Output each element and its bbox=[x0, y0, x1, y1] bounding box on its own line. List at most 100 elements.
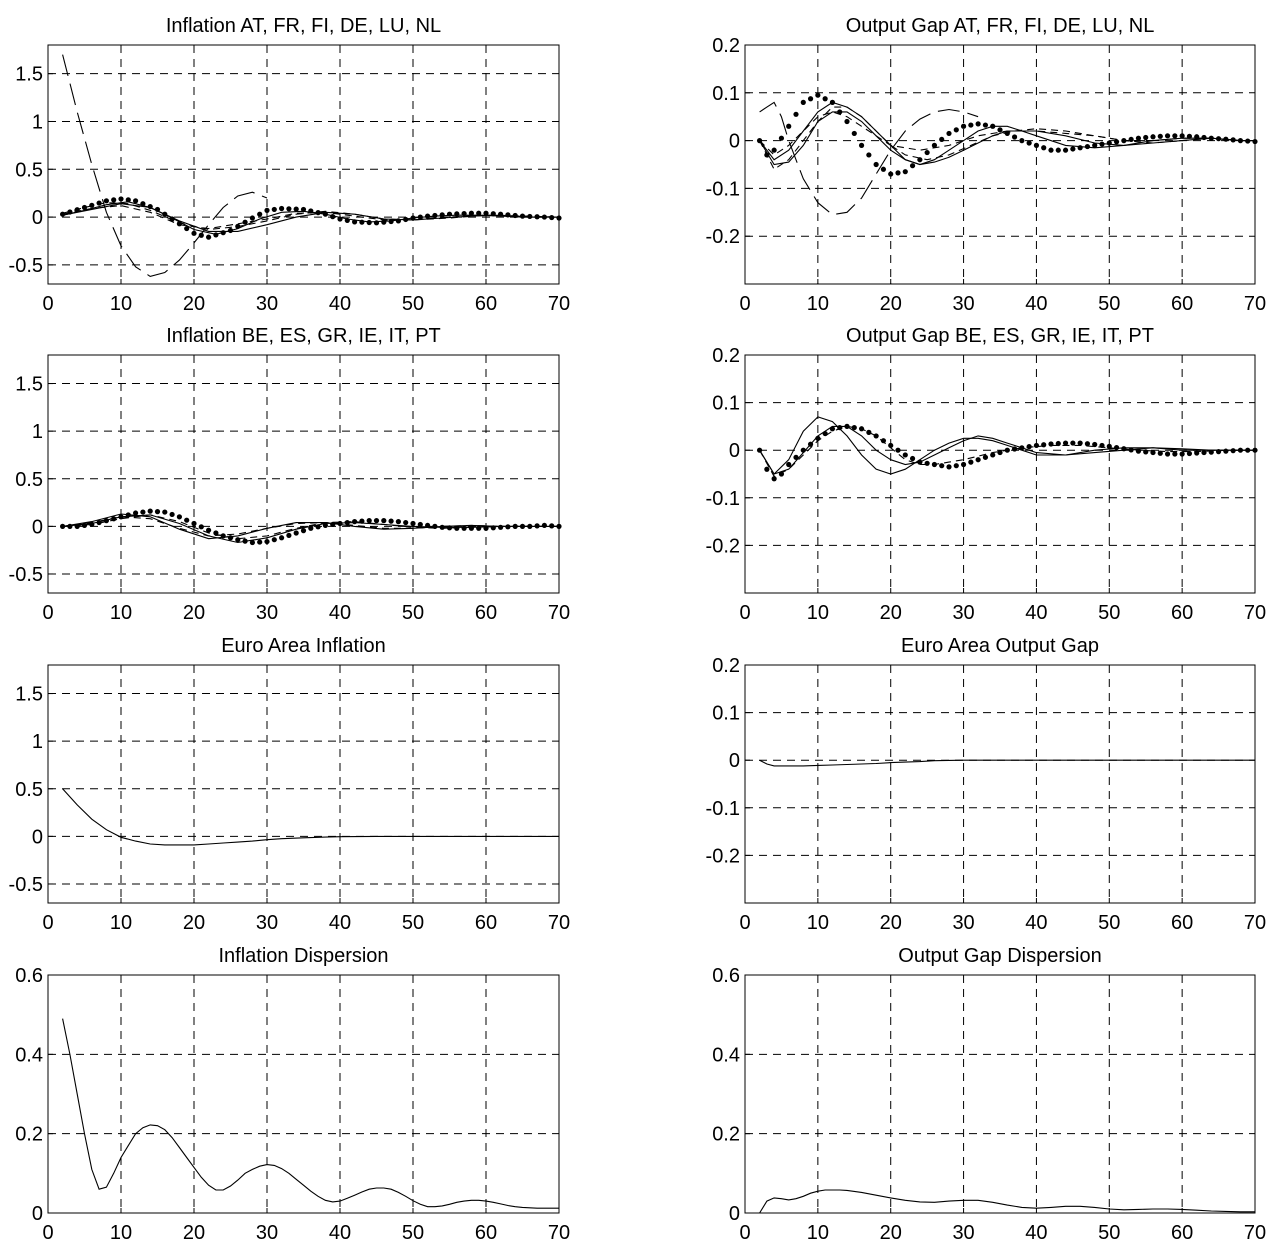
series-1-point bbox=[924, 460, 930, 466]
y-tick-label: -0.5 bbox=[9, 255, 43, 277]
series-1-point bbox=[786, 123, 792, 129]
series-3-line bbox=[759, 111, 1255, 166]
x-tick-label: 60 bbox=[475, 293, 497, 315]
x-tick-label: 20 bbox=[880, 602, 902, 624]
chart-panel-6: Euro Area Output Gap 0 10 20 30 40 50 60 70 -0.2 -… bbox=[706, 635, 1267, 934]
series-1-point bbox=[1172, 133, 1178, 139]
chart-panel-2: Output Gap AT, FR, FI, DE, LU, NL 0 10 20 30… bbox=[706, 15, 1267, 315]
x-tick-label: 60 bbox=[1171, 1222, 1193, 1244]
x-tick-label: 60 bbox=[1171, 293, 1193, 315]
series-1-point bbox=[975, 457, 981, 463]
x-tick-label: 40 bbox=[329, 602, 351, 624]
chart-panel-5: Euro Area Inflation 0 10 20 30 40 50 60 70 -0.5 0 0… bbox=[9, 635, 571, 934]
series-1-point bbox=[264, 538, 270, 545]
series-1-point bbox=[939, 463, 945, 469]
series-1-point bbox=[1099, 141, 1105, 147]
series-1-point bbox=[1128, 136, 1134, 143]
x-tick-label: 20 bbox=[183, 293, 205, 315]
series-4-line bbox=[759, 425, 1255, 478]
x-tick-label: 40 bbox=[329, 293, 351, 315]
series-1-point bbox=[140, 509, 146, 515]
x-tick-label: 10 bbox=[110, 293, 132, 315]
series-1-line bbox=[759, 759, 1255, 767]
y-tick-label: 0.1 bbox=[712, 83, 740, 105]
series-1-point bbox=[184, 517, 190, 523]
x-tick-label: 0 bbox=[42, 602, 53, 624]
series-1-point bbox=[771, 476, 777, 482]
series-1-point bbox=[1055, 440, 1061, 447]
plot-frame bbox=[47, 664, 560, 904]
series-1-point bbox=[162, 509, 168, 515]
series-1-point bbox=[249, 215, 255, 221]
series-1-point bbox=[902, 452, 908, 458]
chart-title: Output Gap AT, FR, FI, DE, LU, NL bbox=[846, 15, 1155, 37]
y-tick-label: 1.5 bbox=[15, 684, 43, 706]
series-1-point bbox=[468, 210, 474, 216]
series-1-point bbox=[1033, 142, 1040, 148]
series-1-point bbox=[1135, 135, 1142, 141]
y-tick-label: 1 bbox=[32, 111, 43, 133]
series-1-point bbox=[953, 127, 959, 133]
y-tick-label: 0 bbox=[729, 1203, 740, 1225]
series-1-point bbox=[960, 123, 967, 129]
series-1-point bbox=[1092, 142, 1098, 148]
series-1-point bbox=[476, 210, 482, 216]
x-tick-label: 20 bbox=[880, 293, 902, 315]
y-tick-label: 0 bbox=[32, 207, 43, 229]
y-tick-label: 1 bbox=[32, 731, 43, 753]
series-1-point bbox=[213, 232, 219, 238]
series-1-point bbox=[366, 518, 372, 524]
series-1-point bbox=[300, 528, 307, 534]
series-1-point bbox=[1164, 451, 1171, 457]
series-1-point bbox=[279, 535, 285, 541]
chart-panel-7: Inflation Dispersion 0 10 20 30 40 50 60 70 0 0.2 0… bbox=[15, 945, 570, 1244]
series-1-point bbox=[939, 136, 945, 143]
y-tick-label: 1.5 bbox=[15, 64, 43, 86]
x-tick-label: 10 bbox=[110, 912, 132, 934]
series-1-point bbox=[1070, 146, 1076, 152]
series-1-point bbox=[556, 215, 562, 221]
series-1-point bbox=[960, 461, 967, 468]
x-tick-label: 0 bbox=[42, 912, 53, 934]
x-tick-label: 50 bbox=[1098, 293, 1120, 315]
y-tick-label: 0.1 bbox=[712, 393, 740, 415]
x-tick-label: 0 bbox=[739, 293, 750, 315]
x-tick-label: 50 bbox=[1098, 912, 1120, 934]
y-tick-label: 0.6 bbox=[15, 965, 43, 987]
series-1-point bbox=[191, 520, 197, 527]
series-1-point bbox=[103, 198, 109, 204]
series-1-point bbox=[176, 514, 182, 520]
x-tick-label: 60 bbox=[475, 602, 497, 624]
series-1-point bbox=[1026, 444, 1032, 450]
x-tick-label: 60 bbox=[475, 1222, 497, 1244]
series-1-point bbox=[866, 429, 872, 435]
series-1-point bbox=[366, 219, 372, 226]
series-1-point bbox=[541, 522, 548, 529]
y-tick-label: 0.2 bbox=[712, 35, 740, 57]
series-1-point bbox=[271, 537, 277, 543]
series-1-point bbox=[483, 210, 489, 216]
y-tick-label: 0.5 bbox=[15, 159, 43, 181]
y-tick-label: 0.5 bbox=[15, 779, 43, 801]
series-1-point bbox=[756, 447, 763, 453]
x-tick-label: 40 bbox=[329, 912, 351, 934]
series-1-point bbox=[1186, 133, 1193, 139]
series-2-line bbox=[62, 514, 559, 544]
series-1-point bbox=[257, 211, 263, 217]
x-tick-label: 70 bbox=[1244, 293, 1266, 315]
series-1-point bbox=[439, 212, 445, 218]
x-tick-label: 50 bbox=[402, 912, 424, 934]
series-1-point bbox=[425, 213, 431, 219]
series-1-point bbox=[909, 455, 916, 462]
series-1-point bbox=[432, 212, 438, 219]
y-tick-label: 0 bbox=[729, 131, 740, 153]
chart-panel-3: Inflation BE, ES, GR, IE, IT, PT0 10 20 30 4… bbox=[9, 325, 571, 624]
series-1-point bbox=[1026, 140, 1032, 146]
series-1-point bbox=[381, 518, 387, 524]
x-tick-label: 40 bbox=[1025, 293, 1047, 315]
x-tick-label: 20 bbox=[880, 912, 902, 934]
plot-frame bbox=[744, 44, 1256, 285]
series-1-point bbox=[154, 509, 161, 515]
series-1-point bbox=[931, 142, 938, 148]
series-1-point bbox=[133, 198, 139, 204]
